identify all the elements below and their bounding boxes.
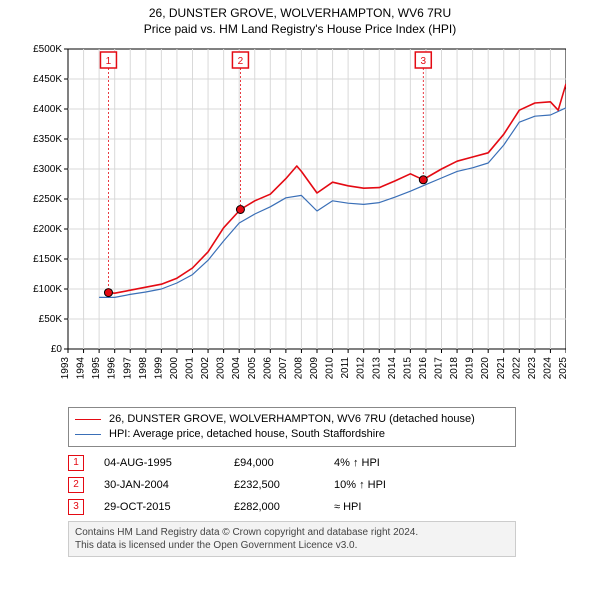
sale-vs-hpi: ≈ HPI <box>334 501 454 513</box>
chart-area: £0 £50K £100K £150K £200K £250K £300K £350K £400… <box>12 43 588 403</box>
svg-text:2014: 2014 <box>387 357 398 380</box>
attribution-footer: Contains HM Land Registry data © Crown c… <box>68 521 516 557</box>
svg-text:2025: 2025 <box>558 357 566 380</box>
svg-text:2018: 2018 <box>449 357 460 380</box>
sale-marker-box: 1 <box>68 455 84 471</box>
svg-text:2010: 2010 <box>325 357 336 380</box>
sale-row: 3 29-OCT-2015£282,000≈ HPI <box>68 499 588 515</box>
sale-price: £94,000 <box>234 457 334 469</box>
page-root: 26, DUNSTER GROVE, WOLVERHAMPTON, WV6 7R… <box>0 0 600 590</box>
sale-vs-hpi: 4% ↑ HPI <box>334 457 454 469</box>
sale-date: 04-AUG-1995 <box>104 457 234 469</box>
svg-text:2023: 2023 <box>527 357 538 380</box>
legend-item: HPI: Average price, detached house, Sout… <box>75 427 509 442</box>
svg-text:3: 3 <box>421 56 427 67</box>
svg-text:2020: 2020 <box>480 357 491 380</box>
svg-text:2: 2 <box>238 56 244 67</box>
sale-price: £282,000 <box>234 501 334 513</box>
svg-text:£300K: £300K <box>33 164 62 175</box>
legend-label: 26, DUNSTER GROVE, WOLVERHAMPTON, WV6 7R… <box>109 412 475 427</box>
svg-text:£250K: £250K <box>33 194 62 205</box>
svg-text:2011: 2011 <box>340 357 351 379</box>
title-line-2: Price paid vs. HM Land Registry's House … <box>12 22 588 38</box>
svg-text:2006: 2006 <box>262 357 273 380</box>
svg-text:£50K: £50K <box>39 314 63 325</box>
sale-row: 2 30-JAN-2004£232,50010% ↑ HPI <box>68 477 588 493</box>
sale-marker-box: 2 <box>68 477 84 493</box>
svg-text:£450K: £450K <box>33 74 62 85</box>
svg-text:2024: 2024 <box>542 357 553 380</box>
svg-text:£0: £0 <box>51 344 63 355</box>
sale-date: 30-JAN-2004 <box>104 479 234 491</box>
svg-text:2021: 2021 <box>496 357 507 380</box>
svg-text:1999: 1999 <box>153 357 164 380</box>
svg-text:2019: 2019 <box>465 357 476 380</box>
footer-line-2: This data is licensed under the Open Gov… <box>75 539 509 552</box>
svg-text:2008: 2008 <box>293 357 304 380</box>
svg-text:1995: 1995 <box>91 357 102 380</box>
svg-text:2004: 2004 <box>231 357 242 380</box>
sales-table: 1 04-AUG-1995£94,0004% ↑ HPI 2 30-JAN-2004£… <box>68 455 588 515</box>
footer-line-1: Contains HM Land Registry data © Crown c… <box>75 526 509 539</box>
svg-text:1: 1 <box>106 56 112 67</box>
svg-text:£200K: £200K <box>33 224 62 235</box>
svg-text:2013: 2013 <box>371 357 382 380</box>
svg-text:£400K: £400K <box>33 104 62 115</box>
svg-text:2000: 2000 <box>169 357 180 380</box>
svg-text:1997: 1997 <box>122 357 133 380</box>
svg-text:£350K: £350K <box>33 134 62 145</box>
sale-row: 1 04-AUG-1995£94,0004% ↑ HPI <box>68 455 588 471</box>
chart-title: 26, DUNSTER GROVE, WOLVERHAMPTON, WV6 7R… <box>12 6 588 37</box>
svg-text:2012: 2012 <box>356 357 367 380</box>
svg-text:2017: 2017 <box>434 357 445 380</box>
legend: 26, DUNSTER GROVE, WOLVERHAMPTON, WV6 7R… <box>68 407 516 447</box>
svg-text:2016: 2016 <box>418 357 429 380</box>
legend-swatch <box>75 419 101 420</box>
svg-text:2002: 2002 <box>200 357 211 380</box>
svg-text:£150K: £150K <box>33 254 62 265</box>
sale-price: £232,500 <box>234 479 334 491</box>
line-chart: £0 £50K £100K £150K £200K £250K £300K £350K £400… <box>12 43 566 403</box>
legend-swatch <box>75 434 101 435</box>
svg-text:1996: 1996 <box>107 357 118 380</box>
svg-text:1993: 1993 <box>60 357 71 380</box>
svg-text:1998: 1998 <box>138 357 149 380</box>
sale-date: 29-OCT-2015 <box>104 501 234 513</box>
svg-text:2007: 2007 <box>278 357 289 380</box>
svg-text:£500K: £500K <box>33 44 62 55</box>
svg-text:£100K: £100K <box>33 284 62 295</box>
svg-text:2009: 2009 <box>309 357 320 380</box>
svg-text:1994: 1994 <box>76 357 87 380</box>
svg-text:2003: 2003 <box>216 357 227 380</box>
svg-text:2001: 2001 <box>185 357 196 380</box>
sale-marker-box: 3 <box>68 499 84 515</box>
svg-text:2022: 2022 <box>511 357 522 380</box>
svg-text:2015: 2015 <box>402 357 413 380</box>
legend-label: HPI: Average price, detached house, Sout… <box>109 427 385 442</box>
svg-text:2005: 2005 <box>247 357 258 380</box>
title-line-1: 26, DUNSTER GROVE, WOLVERHAMPTON, WV6 7R… <box>12 6 588 22</box>
legend-item: 26, DUNSTER GROVE, WOLVERHAMPTON, WV6 7R… <box>75 412 509 427</box>
sale-vs-hpi: 10% ↑ HPI <box>334 479 454 491</box>
